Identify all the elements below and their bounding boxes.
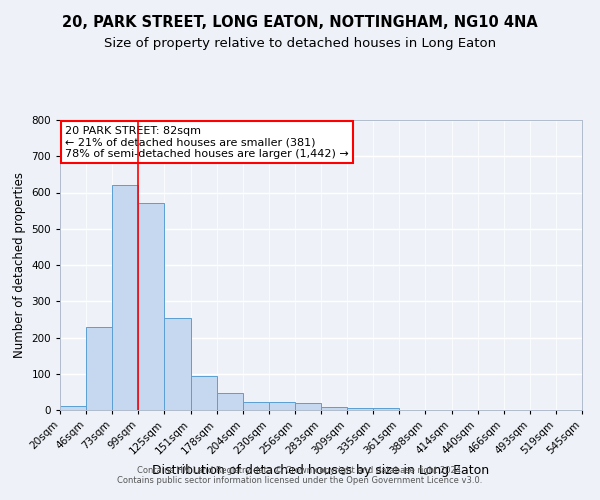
Text: 20 PARK STREET: 82sqm
← 21% of detached houses are smaller (381)
78% of semi-det: 20 PARK STREET: 82sqm ← 21% of detached …: [65, 126, 349, 159]
Bar: [164, 318, 191, 410]
Text: 20, PARK STREET, LONG EATON, NOTTINGHAM, NG10 4NA: 20, PARK STREET, LONG EATON, NOTTINGHAM,…: [62, 15, 538, 30]
Bar: [295, 404, 321, 410]
Bar: [347, 408, 373, 410]
X-axis label: Distribution of detached houses by size in Long Eaton: Distribution of detached houses by size …: [152, 464, 490, 477]
Bar: [86, 328, 112, 410]
Bar: [191, 376, 217, 410]
Bar: [60, 406, 86, 410]
Bar: [242, 402, 269, 410]
Text: Size of property relative to detached houses in Long Eaton: Size of property relative to detached ho…: [104, 38, 496, 51]
Bar: [217, 392, 243, 410]
Text: Contains HM Land Registry data © Crown copyright and database right 2024.
Contai: Contains HM Land Registry data © Crown c…: [118, 466, 482, 485]
Bar: [112, 185, 139, 410]
Bar: [373, 408, 400, 410]
Bar: [139, 204, 164, 410]
Y-axis label: Number of detached properties: Number of detached properties: [13, 172, 26, 358]
Bar: [321, 407, 347, 410]
Bar: [269, 402, 295, 410]
